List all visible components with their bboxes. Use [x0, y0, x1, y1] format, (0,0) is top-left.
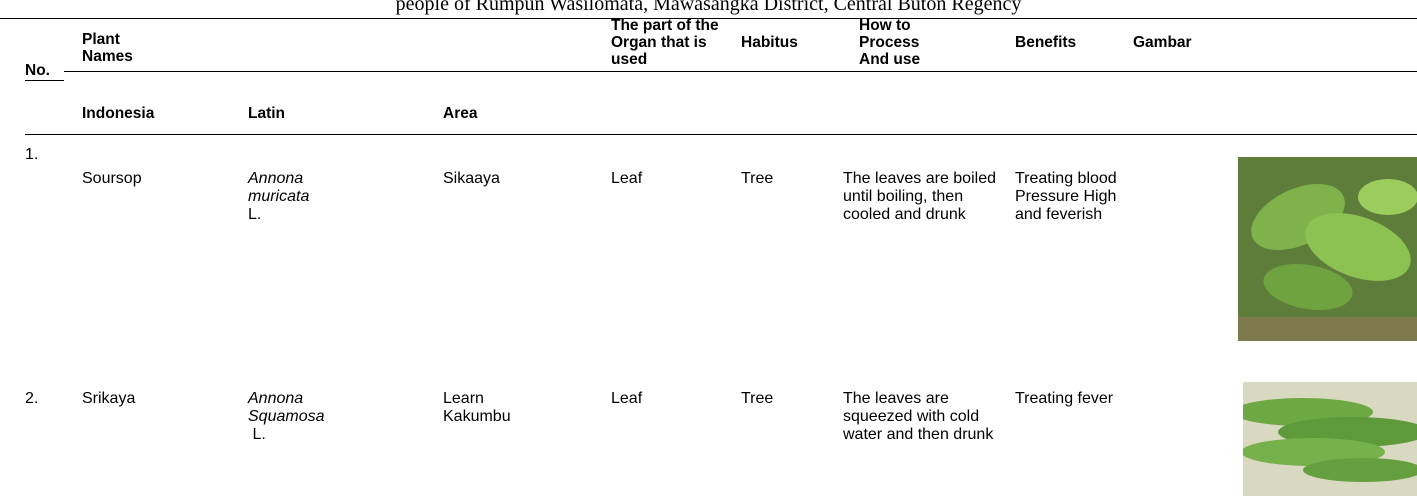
header: No.: [25, 62, 50, 79]
subheader: Area: [443, 105, 478, 122]
cell-process: The leaves are squeezed with cold water …: [843, 390, 994, 443]
rule: [0, 18, 1417, 19]
cell-part: Leaf: [611, 390, 643, 407]
subheader: Latin: [248, 105, 286, 122]
cell-latin: Annona Squamosa L.: [248, 390, 328, 444]
header: The part of the Organ that is used: [611, 17, 719, 68]
cell-indonesia: Srikaya: [82, 390, 136, 407]
cell-area: Sikaaya: [443, 170, 500, 187]
cell-indonesia: Soursop: [82, 170, 142, 187]
cell-no: 1.: [25, 146, 39, 163]
cell-process: The leaves are boiled until boiling, the…: [843, 170, 996, 223]
latin-author: L.: [248, 206, 262, 223]
rule: [25, 134, 1417, 135]
cell-benefits: Treating fever: [1015, 390, 1114, 407]
rule: [25, 80, 64, 81]
subheader: Indonesia: [82, 105, 155, 122]
cell-area: Learn Kakumbu: [443, 390, 511, 425]
cell-latin: Annona muricata L.: [248, 170, 328, 224]
header: How to Process And use: [859, 17, 921, 68]
header: Habitus: [741, 34, 798, 51]
header: Plant Names: [82, 31, 133, 65]
cell-benefits: Treating blood Pressure High and feveris…: [1015, 170, 1117, 223]
rule: [64, 71, 1417, 72]
latin-author: L.: [252, 426, 266, 443]
cell-habitus: Tree: [741, 170, 774, 187]
cell-habitus: Tree: [741, 390, 774, 407]
cell-part: Leaf: [611, 170, 643, 187]
plant-photo: [1238, 157, 1417, 341]
latin-name: Annona muricata: [248, 170, 310, 205]
table-caption: people of Rumpun Wasilomata, Mawasangka …: [395, 0, 1022, 15]
latin-name: Annona Squamosa: [248, 390, 325, 425]
plant-photo: [1243, 382, 1417, 496]
header: Gambar: [1133, 34, 1192, 51]
cell-no: 2.: [25, 390, 39, 407]
header: Benefits: [1015, 34, 1077, 51]
